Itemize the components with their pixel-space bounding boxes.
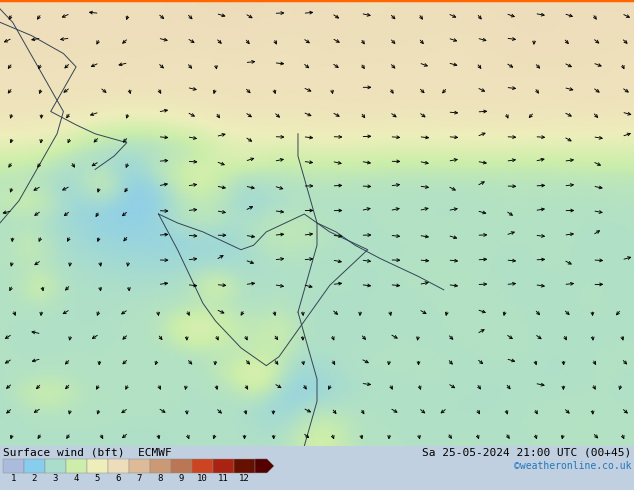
- FancyArrow shape: [255, 459, 274, 473]
- Bar: [24, 459, 45, 473]
- Text: 5: 5: [95, 474, 100, 483]
- Text: 12: 12: [239, 474, 250, 483]
- Bar: [234, 459, 255, 473]
- Bar: [150, 459, 171, 473]
- Bar: [129, 459, 150, 473]
- Bar: [87, 459, 108, 473]
- Bar: [3, 459, 24, 473]
- Text: 9: 9: [179, 474, 184, 483]
- Bar: [108, 459, 129, 473]
- Text: ©weatheronline.co.uk: ©weatheronline.co.uk: [514, 461, 631, 471]
- Bar: [45, 459, 66, 473]
- Text: 1: 1: [11, 474, 16, 483]
- Text: 3: 3: [53, 474, 58, 483]
- Text: 8: 8: [158, 474, 163, 483]
- Text: Surface wind (bft)  ECMWF: Surface wind (bft) ECMWF: [3, 448, 172, 458]
- Bar: [171, 459, 192, 473]
- Text: 2: 2: [32, 474, 37, 483]
- Text: 7: 7: [137, 474, 142, 483]
- Text: 6: 6: [116, 474, 121, 483]
- Text: Sa 25-05-2024 21:00 UTC (00+45): Sa 25-05-2024 21:00 UTC (00+45): [422, 448, 631, 458]
- Bar: [192, 459, 213, 473]
- Text: 10: 10: [197, 474, 208, 483]
- Bar: [66, 459, 87, 473]
- Bar: [213, 459, 234, 473]
- Text: 11: 11: [218, 474, 229, 483]
- Text: 4: 4: [74, 474, 79, 483]
